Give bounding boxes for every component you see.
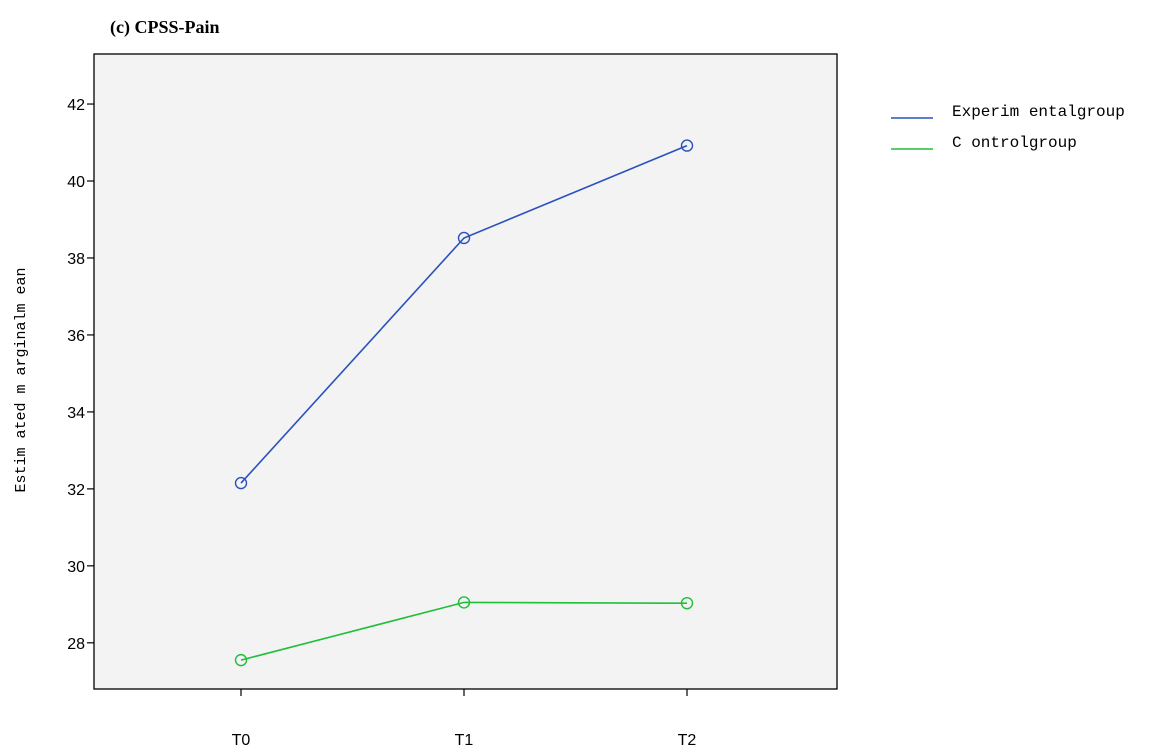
y-tick-label: 38 — [67, 251, 85, 268]
y-tick-label: 32 — [67, 482, 85, 499]
legend-label-0: Experim entalgroup — [952, 103, 1125, 121]
y-tick-label: 42 — [67, 97, 85, 114]
y-tick-label: 36 — [67, 328, 85, 345]
data-point — [234, 476, 248, 490]
y-tick-label: 34 — [67, 405, 85, 422]
data-point — [457, 596, 471, 609]
data-point — [680, 596, 694, 610]
y-axis-label: Estim ated m arginalm ean — [13, 267, 30, 492]
series-line-1 — [240, 601, 688, 661]
legend-label-1: C ontrolgroup — [952, 134, 1077, 152]
y-tick-label: 28 — [67, 636, 85, 653]
data-point — [457, 231, 471, 245]
y-axis: 28 30 32 34 36 38 40 42 — [67, 97, 94, 653]
x-tick-label: T1 — [455, 732, 474, 749]
y-tick-label: 30 — [67, 559, 85, 576]
legend: Experim entalgroup C ontrolgroup — [891, 103, 1125, 152]
series-layer — [234, 139, 694, 667]
x-tick-label: T2 — [678, 732, 697, 749]
x-axis: T0 T1 T2 — [232, 689, 697, 749]
data-point — [680, 139, 694, 152]
chart-title: (c) CPSS-Pain — [110, 17, 220, 38]
x-tick-label: T0 — [232, 732, 251, 749]
plot-area — [93, 53, 838, 690]
data-point — [234, 653, 248, 667]
y-tick-label: 40 — [67, 174, 85, 191]
series-line-0 — [240, 144, 688, 484]
